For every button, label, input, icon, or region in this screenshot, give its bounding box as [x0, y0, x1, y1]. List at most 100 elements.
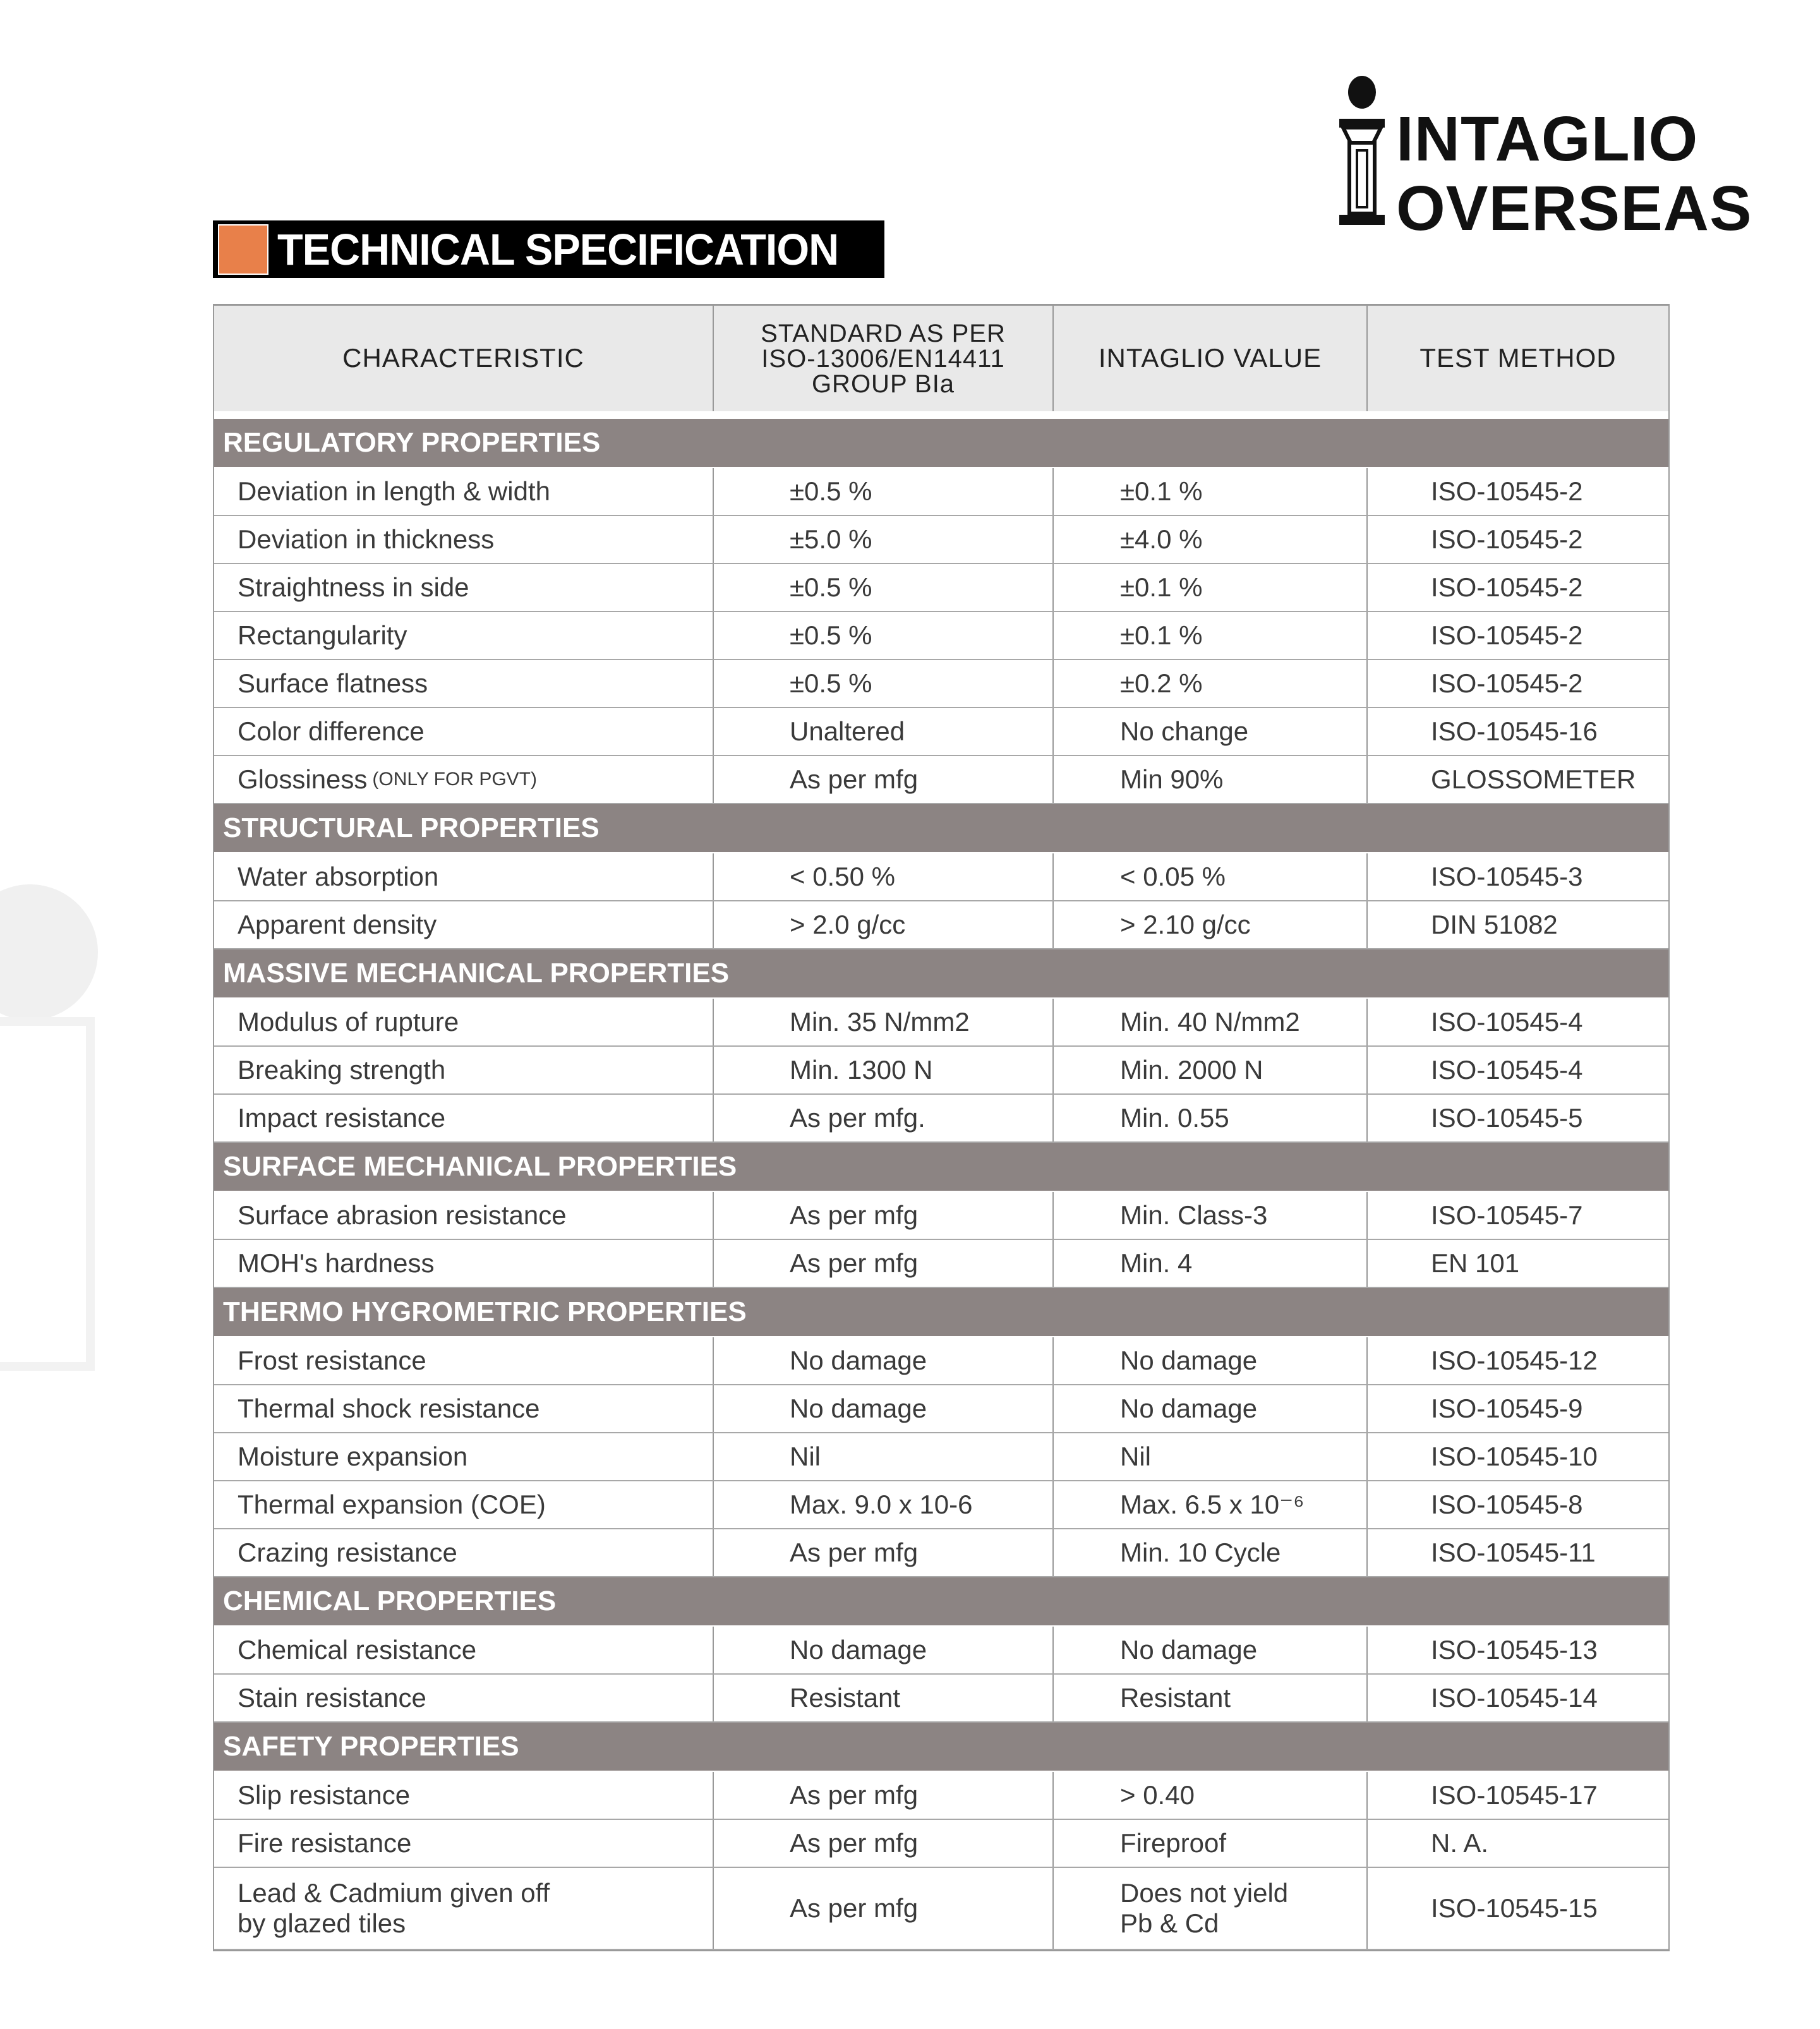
- test-method-cell: ISO-10545-9: [1368, 1385, 1668, 1432]
- test-method-text: ISO-10545-15: [1431, 1893, 1598, 1923]
- intaglio-value-text: ±0.1 %: [1120, 572, 1203, 602]
- test-method-cell: DIN 51082: [1368, 901, 1668, 948]
- standard-value-text: As per mfg: [790, 764, 919, 794]
- header-standard: STANDARD AS PER ISO-13006/EN14411 GROUP …: [714, 306, 1054, 411]
- test-method-cell: ISO-10545-11: [1368, 1529, 1668, 1576]
- characteristic-text: Modulus of rupture: [238, 1006, 459, 1037]
- test-method-text: ISO-10545-10: [1431, 1441, 1598, 1471]
- test-method-text: ISO-10545-8: [1431, 1489, 1583, 1519]
- standard-value-text: No damage: [790, 1345, 927, 1375]
- standard-value-cell: No damage: [714, 1337, 1054, 1384]
- characteristic-text: Breaking strength: [238, 1054, 446, 1085]
- table-row: Water absorption < 0.50 % < 0.05 % ISO-1054…: [214, 853, 1668, 901]
- test-method-text: ISO-10545-2: [1431, 524, 1583, 554]
- standard-value-text: Max. 9.0 x 10-6: [790, 1489, 973, 1519]
- standard-value-cell: As per mfg: [714, 1772, 1054, 1819]
- standard-value-cell: As per mfg: [714, 1240, 1054, 1287]
- table-row: Deviation in length & width ±0.5 % ±0.1 % I…: [214, 468, 1668, 516]
- watermark-pillar: [0, 1017, 95, 1371]
- test-method-text: N. A.: [1431, 1827, 1489, 1858]
- section-header: THERMO HYGROMETRIC PROPERTIES: [214, 1288, 1668, 1337]
- characteristic-cell: Surface abrasion resistance: [214, 1192, 714, 1239]
- characteristic-cell: Stain resistance: [214, 1675, 714, 1721]
- standard-value-text: As per mfg.: [790, 1102, 925, 1133]
- test-method-cell: ISO-10545-2: [1368, 564, 1668, 611]
- characteristic-cell: Deviation in thickness: [214, 516, 714, 563]
- characteristic-cell: Thermal shock resistance: [214, 1385, 714, 1432]
- section-header: SURFACE MECHANICAL PROPERTIES: [214, 1143, 1668, 1192]
- standard-value-text: As per mfg: [790, 1893, 919, 1923]
- characteristic-cell: Straightness in side: [214, 564, 714, 611]
- table-row: Glossiness (ONLY FOR PGVT) As per mfg Min 9…: [214, 756, 1668, 804]
- page-title: TECHNICAL SPECIFICATION: [213, 220, 884, 278]
- test-method-text: ISO-10545-17: [1431, 1779, 1598, 1810]
- test-method-cell: ISO-10545-3: [1368, 853, 1668, 900]
- intaglio-value-cell: Min. 40 N/mm2: [1054, 999, 1368, 1045]
- intaglio-value-text: < 0.05 %: [1120, 861, 1226, 891]
- intaglio-value-cell: Min. 0.55: [1054, 1095, 1368, 1141]
- intaglio-value-text: ±0.1 %: [1120, 476, 1203, 506]
- intaglio-value-text: Resistant: [1120, 1682, 1231, 1713]
- standard-value-text: Nil: [790, 1441, 821, 1471]
- test-method-text: ISO-10545-2: [1431, 572, 1583, 602]
- standard-value-cell: < 0.50 %: [714, 853, 1054, 900]
- logo-line-1: INTAGLIO: [1396, 104, 1699, 174]
- test-method-text: ISO-10545-9: [1431, 1393, 1583, 1423]
- characteristic-cell: Moisture expansion: [214, 1433, 714, 1480]
- intaglio-value-cell: > 0.40: [1054, 1772, 1368, 1819]
- intaglio-value-cell: ±0.1 %: [1054, 564, 1368, 611]
- characteristic-text: Impact resistance: [238, 1102, 446, 1133]
- test-method-cell: EN 101: [1368, 1240, 1668, 1287]
- characteristic-cell: Apparent density: [214, 901, 714, 948]
- table-row: Deviation in thickness ±5.0 % ±4.0 % ISO-10…: [214, 516, 1668, 564]
- table-row: Fire resistance As per mfg Fireproof N. A.: [214, 1820, 1668, 1868]
- table-row: Color difference Unaltered No change ISO-10…: [214, 708, 1668, 756]
- test-method-cell: ISO-10545-2: [1368, 516, 1668, 563]
- characteristic-text: Chemical resistance: [238, 1634, 477, 1665]
- characteristic-text: Stain resistance: [238, 1682, 426, 1713]
- characteristic-cell: Breaking strength: [214, 1047, 714, 1093]
- standard-value-text: Resistant: [790, 1682, 901, 1713]
- intaglio-value-text: Min. 2000 N: [1120, 1054, 1263, 1085]
- test-method-text: ISO-10545-2: [1431, 476, 1583, 506]
- standard-value-text: Min. 1300 N: [790, 1054, 933, 1085]
- intaglio-value-text: Fireproof: [1120, 1827, 1227, 1858]
- characteristic-text: Crazing resistance: [238, 1537, 457, 1567]
- characteristic-text: Water absorption: [238, 861, 439, 891]
- intaglio-value-cell: Min. 2000 N: [1054, 1047, 1368, 1093]
- intaglio-value-cell: Resistant: [1054, 1675, 1368, 1721]
- characteristic-cell: MOH's hardness: [214, 1240, 714, 1287]
- characteristic-cell: Glossiness (ONLY FOR PGVT): [214, 756, 714, 803]
- standard-value-cell: ±0.5 %: [714, 660, 1054, 707]
- intaglio-value-text: Min. 10 Cycle: [1120, 1537, 1281, 1567]
- characteristic-cell: Crazing resistance: [214, 1529, 714, 1576]
- characteristic-text: Color difference: [238, 716, 425, 746]
- spec-table: CHARACTERISTIC STANDARD AS PER ISO-13006…: [213, 304, 1670, 1951]
- standard-value-text: No damage: [790, 1634, 927, 1665]
- intaglio-value-cell: > 2.10 g/cc: [1054, 901, 1368, 948]
- characteristic-text: Apparent density: [238, 909, 437, 939]
- intaglio-value-cell: No change: [1054, 708, 1368, 755]
- intaglio-value-cell: Min. 4: [1054, 1240, 1368, 1287]
- characteristic-text: Straightness in side: [238, 572, 469, 602]
- intaglio-value-cell: ±4.0 %: [1054, 516, 1368, 563]
- characteristic-text: Rectangularity: [238, 620, 407, 650]
- characteristic-text: Fire resistance: [238, 1827, 412, 1858]
- intaglio-value-cell: Min 90%: [1054, 756, 1368, 803]
- test-method-text: ISO-10545-4: [1431, 1006, 1583, 1037]
- intaglio-value-text: Max. 6.5 x 10⁻⁶: [1120, 1489, 1305, 1519]
- test-method-cell: ISO-10545-14: [1368, 1675, 1668, 1721]
- test-method-cell: ISO-10545-2: [1368, 660, 1668, 707]
- orange-square-icon: [218, 224, 268, 275]
- test-method-cell: ISO-10545-5: [1368, 1095, 1668, 1141]
- characteristic-cell: Modulus of rupture: [214, 999, 714, 1045]
- section-header: SAFETY PROPERTIES: [214, 1723, 1668, 1772]
- characteristic-text: Moisture expansion: [238, 1441, 468, 1471]
- intaglio-value-cell: ±0.1 %: [1054, 612, 1368, 659]
- table-row: Modulus of rupture Min. 35 N/mm2 Min. 40 N…: [214, 999, 1668, 1047]
- section-header: STRUCTURAL PROPERTIES: [214, 804, 1668, 853]
- test-method-cell: ISO-10545-15: [1368, 1868, 1668, 1949]
- test-method-text: ISO-10545-2: [1431, 620, 1583, 650]
- test-method-text: ISO-10545-5: [1431, 1102, 1583, 1133]
- characteristic-text: Lead & Cadmium given off by glazed tiles: [238, 1877, 550, 1938]
